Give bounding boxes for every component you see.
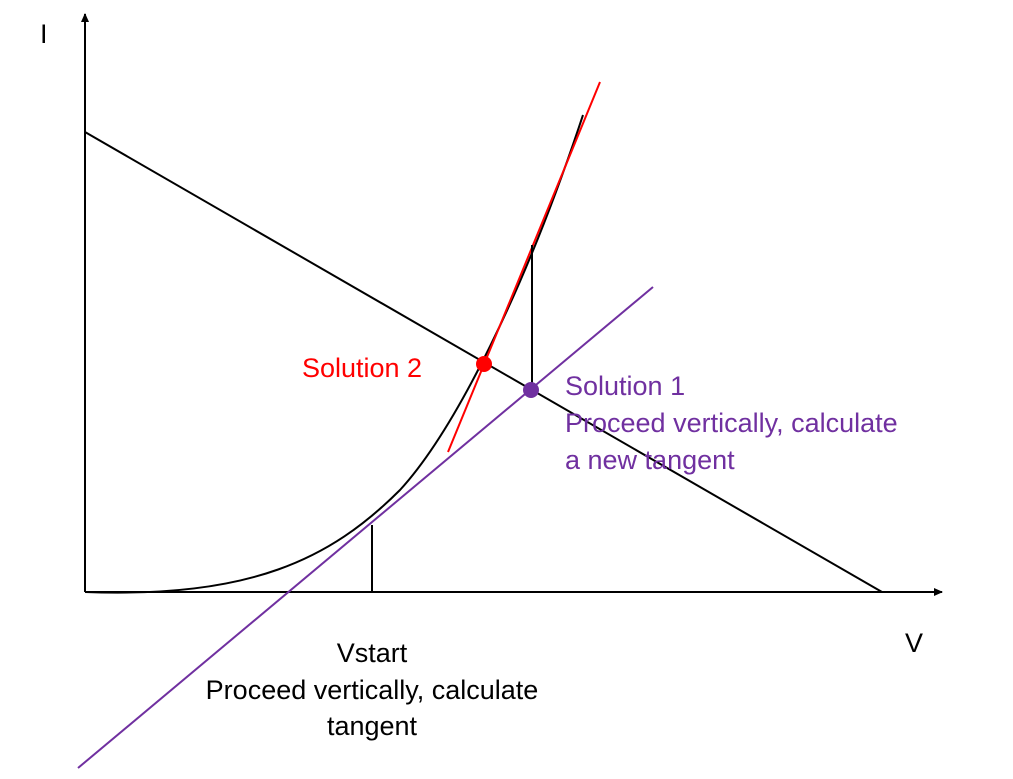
y-axis-label: I [40, 19, 48, 49]
diode-curve [84, 114, 584, 594]
x-axis-label: V [905, 628, 923, 658]
solution-1-note: Proceed vertically, calculate [565, 408, 898, 438]
solution-1-label: Solution 1 [565, 371, 685, 401]
solution-1-note: a new tangent [565, 445, 735, 475]
first-tangent [77, 286, 654, 769]
vstart-note: tangent [327, 711, 418, 741]
second-tangent [447, 81, 601, 453]
vstart-note: Proceed vertically, calculate [206, 675, 539, 705]
solution-2-point [476, 356, 492, 372]
solution-2-label: Solution 2 [302, 353, 422, 383]
solution-1-point [523, 382, 539, 398]
vstart-label: Vstart [337, 638, 408, 668]
